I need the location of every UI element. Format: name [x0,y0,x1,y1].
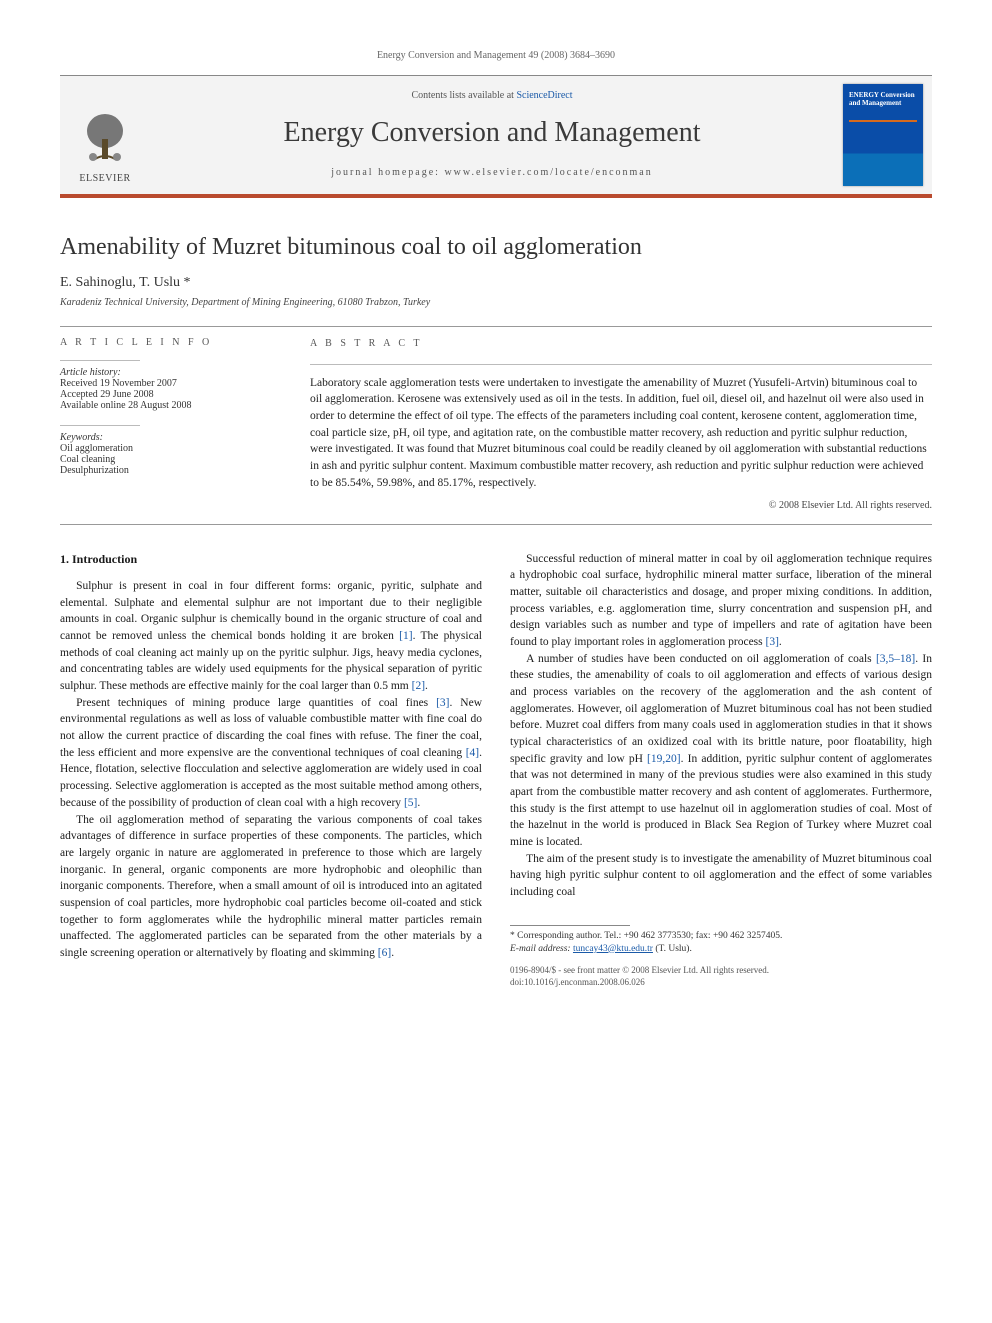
rule-below-meta [60,524,932,525]
contents-prefix: Contents lists available at [411,90,516,101]
para-4: Successful reduction of mineral matter i… [510,551,932,651]
homepage-prefix: journal homepage: [331,167,444,178]
homepage-line: journal homepage: www.elsevier.com/locat… [160,167,824,178]
history-label: Article history: [60,367,270,378]
homepage-url: www.elsevier.com/locate/enconman [444,167,652,178]
article-info-heading: A R T I C L E I N F O [60,337,270,348]
para-2: Present techniques of mining produce lar… [60,695,482,812]
publisher-name: ELSEVIER [79,173,130,184]
email-label: E-mail address: [510,944,573,954]
abstract-copyright: © 2008 Elsevier Ltd. All rights reserved… [310,499,932,514]
body-columns: 1. Introduction Sulphur is present in co… [60,551,932,989]
cover-thumb-wrap: ENERGY Conversion and Management [834,76,932,194]
page-root: Energy Conversion and Management 49 (200… [0,0,992,1029]
para-6: The aim of the present study is to inves… [510,851,932,901]
journal-name: Energy Conversion and Management [160,117,824,149]
contents-line: Contents lists available at ScienceDirec… [160,90,824,101]
online-line: Available online 28 August 2008 [60,400,270,411]
masthead: ELSEVIER Contents lists available at Sci… [60,75,932,198]
para-5: A number of studies have been conducted … [510,651,932,851]
running-head: Energy Conversion and Management 49 (200… [60,50,932,61]
para-3: The oil agglomeration method of separati… [60,812,482,962]
corr-author-line: * Corresponding author. Tel.: +90 462 37… [510,930,932,943]
keywords-label: Keywords: [60,432,270,443]
received-line: Received 19 November 2007 [60,378,270,389]
keyword-3: Desulphurization [60,465,270,476]
authors: E. Sahinoglu, T. Uslu * [60,275,932,291]
keyword-2: Coal cleaning [60,454,270,465]
email-line: E-mail address: tuncay43@ktu.edu.tr (T. … [510,943,932,956]
keywords-block: Keywords: Oil agglomeration Coal cleanin… [60,432,270,476]
article-info-block: A R T I C L E I N F O Article history: R… [60,337,270,514]
abstract-block: A B S T R A C T Laboratory scale agglome… [310,337,932,514]
affiliation: Karadeniz Technical University, Departme… [60,297,932,308]
article-title: Amenability of Muzret bituminous coal to… [60,234,932,261]
email-suffix: (T. Uslu). [653,944,692,954]
info-rule-2 [60,425,140,426]
meta-row: A R T I C L E I N F O Article history: R… [60,337,932,514]
elsevier-tree-icon [75,109,135,169]
accepted-line: Accepted 29 June 2008 [60,389,270,400]
abstract-rule [310,364,932,365]
corresponding-footnote: * Corresponding author. Tel.: +90 462 37… [510,930,932,956]
section-1-heading: 1. Introduction [60,551,482,568]
footnote-separator [510,925,630,926]
history-block: Article history: Received 19 November 20… [60,367,270,411]
rule-above-meta [60,326,932,327]
info-rule-1 [60,360,140,361]
masthead-center: Contents lists available at ScienceDirec… [150,76,834,194]
cover-band [849,120,917,122]
doi-line: doi:10.1016/j.enconman.2008.06.026 [510,977,932,989]
abstract-heading: A B S T R A C T [310,337,932,352]
abstract-text: Laboratory scale agglomeration tests wer… [310,375,932,492]
journal-cover-thumbnail: ENERGY Conversion and Management [843,84,923,186]
sciencedirect-link[interactable]: ScienceDirect [516,90,572,101]
footer-meta: 0196-8904/$ - see front matter © 2008 El… [510,965,932,988]
email-link[interactable]: tuncay43@ktu.edu.tr [573,944,653,954]
cover-title: ENERGY Conversion and Management [849,92,917,107]
publisher-block: ELSEVIER [60,76,150,194]
para-1: Sulphur is present in coal in four diffe… [60,578,482,695]
keyword-1: Oil agglomeration [60,443,270,454]
front-matter-line: 0196-8904/$ - see front matter © 2008 El… [510,965,932,977]
